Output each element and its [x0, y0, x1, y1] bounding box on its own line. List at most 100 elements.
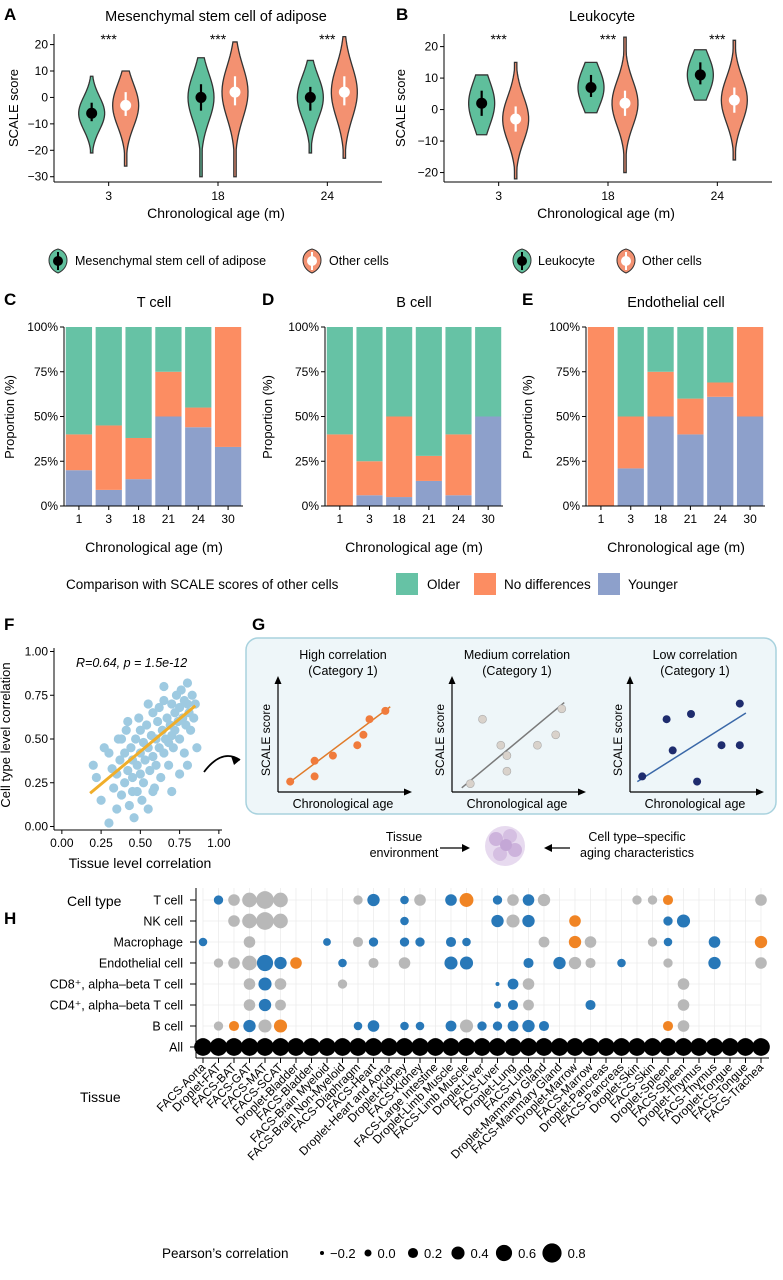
dot-all — [752, 1038, 770, 1056]
ytick-label: 1.00 — [25, 645, 49, 659]
panel-a-xticks: 3 18 24 — [105, 182, 334, 203]
significance-stars: *** — [600, 31, 617, 47]
violin-median-dot — [510, 113, 522, 125]
dot-all — [426, 1038, 445, 1056]
row-label: All — [169, 1041, 183, 1055]
ytick-label: 50% — [34, 410, 58, 424]
dot-gray — [228, 894, 240, 906]
dot-gray — [256, 891, 274, 909]
dot-gray — [523, 999, 534, 1011]
dot-orange — [662, 1020, 674, 1032]
panel-e-title: Endothelial cell — [627, 295, 725, 311]
xtick-label: 1 — [598, 512, 605, 526]
violin-other — [112, 70, 140, 167]
dot-blue — [213, 895, 224, 905]
mini-point — [478, 714, 487, 724]
dot-blue — [585, 999, 596, 1011]
dot-blue — [459, 956, 474, 970]
ytick-label: 50% — [556, 410, 580, 424]
size-legend-label: −0.2 — [330, 1246, 356, 1261]
xtick-label: 18 — [392, 512, 406, 526]
dot-all — [271, 1038, 290, 1056]
dot-all — [194, 1038, 212, 1056]
xtick-label: 24 — [452, 512, 466, 526]
dot-gray — [258, 1019, 272, 1033]
dot-blue — [708, 936, 721, 948]
xtick-label: 18 — [601, 189, 615, 203]
xtick-label: 21 — [162, 512, 176, 526]
dot-all — [488, 1038, 507, 1056]
violin-median-dot — [304, 91, 316, 103]
panel-g-box — [245, 637, 777, 815]
ytick-label: 100% — [27, 320, 58, 334]
panel-a-violins — [78, 35, 358, 178]
xtick-label: 30 — [221, 512, 235, 526]
panel-e-bars: 100% 75% 50% 25% 0% 1 3 18 21 24 30 — [549, 320, 765, 526]
panel-c-xlabel: Chronological age (m) — [85, 539, 223, 555]
legend-key-first — [48, 248, 68, 274]
cell-cluster-icon — [485, 826, 525, 866]
bar-segment-younger — [185, 427, 212, 506]
dot-all — [612, 1038, 631, 1056]
bar-segment-older — [155, 327, 182, 372]
legend-nodiff: No differences — [504, 577, 591, 592]
ytick-label: 50% — [295, 410, 319, 424]
bar-segment-younger — [155, 416, 182, 506]
xtick-label: 0.25 — [89, 836, 113, 850]
dot-blue — [258, 998, 272, 1012]
panel-f-ylabel: Cell type level correlation — [0, 662, 13, 807]
dot-gray — [243, 978, 256, 990]
xtick-label: 21 — [422, 512, 436, 526]
scatter-point — [104, 818, 114, 828]
panel-a-legend-first: Mesenchymal stem cell of adipose — [75, 254, 266, 268]
mini-point — [735, 741, 744, 750]
dot-gray — [273, 913, 288, 929]
dot-gray — [398, 957, 411, 969]
dot-all — [240, 1038, 259, 1056]
panel-letter-h: H — [4, 909, 16, 928]
mini-point — [381, 706, 390, 715]
scatter-point — [109, 783, 119, 793]
dot-gray — [273, 892, 288, 908]
dot-blue — [445, 936, 457, 948]
dot-blue — [323, 938, 331, 946]
mini-point — [310, 772, 319, 781]
dot-blue — [338, 958, 347, 968]
dot-blue — [462, 937, 471, 947]
scatter-point — [116, 734, 127, 744]
scatter-point — [140, 755, 150, 765]
dot-orange — [568, 935, 582, 949]
dot-gray — [256, 912, 274, 930]
dot-blue — [663, 916, 673, 926]
ytick-label: 20 — [35, 38, 49, 52]
panel-b-xticks: 3 18 24 — [495, 182, 724, 203]
dot-blue — [243, 1019, 256, 1033]
panel-a-ylabel: SCALE score — [6, 69, 21, 147]
mini-point — [551, 730, 561, 740]
bar-legend-title: Comparison with SCALE scores of other ce… — [66, 577, 339, 592]
size-legend-title: Pearson’s correlation — [162, 1246, 289, 1261]
scatter-point — [170, 725, 180, 735]
panel-h-row-labels: T cell NK cell Macrophage Endothelial cell C… — [50, 888, 197, 1058]
ytick-label: 100% — [549, 320, 580, 334]
mini-point — [693, 777, 702, 786]
dot-gray — [647, 895, 658, 905]
ytick-label: 0 — [41, 90, 48, 104]
ytick-label: 0.25 — [25, 776, 49, 790]
scatter-point — [148, 708, 158, 718]
xtick-label: 24 — [714, 512, 728, 526]
mini-title-line2: (Category 1) — [308, 664, 377, 678]
bar-segment-older — [125, 327, 152, 438]
scatter-point — [91, 772, 101, 783]
violin-median-dot — [728, 94, 740, 106]
panel-a-legend: Mesenchymal stem cell of adipose Other c… — [48, 248, 389, 274]
ytick-label: 10 — [425, 71, 439, 85]
dot-all — [736, 1038, 755, 1056]
scatter-point — [120, 748, 130, 758]
scatter-point — [175, 769, 185, 779]
dot-gray — [507, 894, 519, 906]
bar-segment-older — [415, 327, 442, 456]
scatter-point — [115, 755, 125, 765]
mini-point — [687, 710, 695, 718]
dot-orange — [290, 957, 302, 969]
